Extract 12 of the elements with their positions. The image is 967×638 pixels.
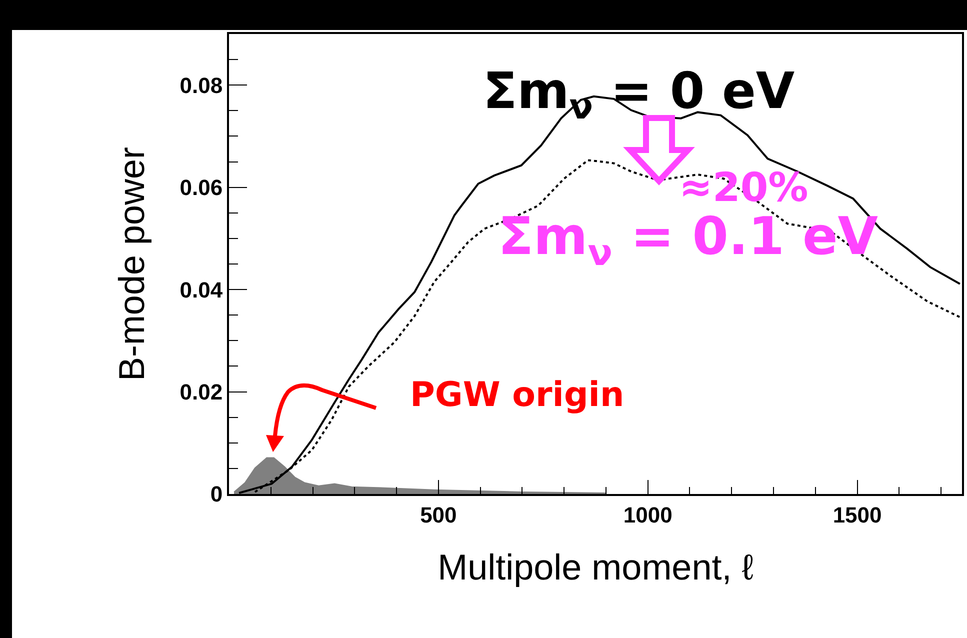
x-axis-title: Multipole moment, ℓ (438, 546, 754, 588)
y-tick-label: 0.02 (180, 379, 223, 404)
x-tick-label: 500 (420, 502, 457, 528)
y-tick-label: 0.08 (180, 72, 223, 98)
x-tick-label: 1000 (623, 502, 672, 528)
y-tick-label: 0.06 (180, 175, 223, 200)
y-axis-title: B-mode power (111, 146, 152, 382)
annotation: PGW origin (410, 375, 624, 415)
x-tick-label: 1500 (832, 502, 882, 528)
y-tick-label: 0.04 (180, 277, 224, 302)
y-tick-label: 0 (210, 482, 223, 507)
series-label: Σm$_{ν}$ = 0 eV (483, 62, 795, 128)
